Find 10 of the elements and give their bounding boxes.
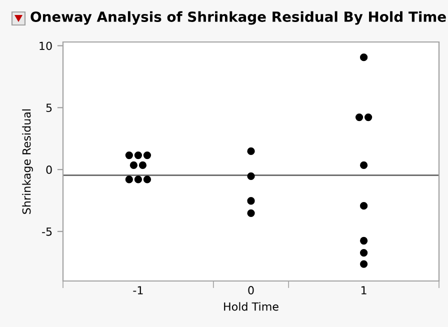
- y-tick-label: 0: [46, 166, 52, 174]
- chart-title: Oneway Analysis of Shrinkage Residual By Hold Time: [30, 11, 446, 25]
- y-tick-label: -5: [42, 228, 52, 236]
- x-axis-title: Hold Time: [224, 302, 278, 311]
- y-tick-label: 10: [40, 42, 52, 50]
- y-axis-title: Shrinkage Residual: [22, 109, 33, 214]
- x-tick-label: 1: [361, 286, 366, 294]
- x-tick-label: 0: [248, 286, 254, 294]
- x-tick-label: -1: [133, 286, 143, 294]
- y-tick-label: 5: [46, 104, 52, 112]
